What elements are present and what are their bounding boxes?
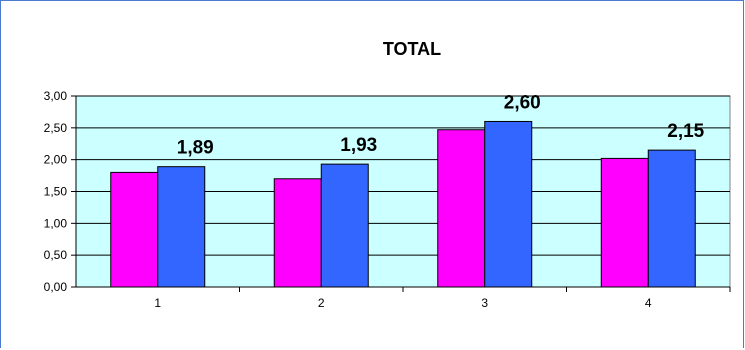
data-label: 2,60 — [504, 92, 541, 113]
data-label: 2,15 — [667, 121, 704, 142]
y-tick-label: 2,00 — [44, 153, 68, 167]
bar — [437, 129, 486, 288]
y-tick-label: 0,00 — [44, 280, 68, 294]
bar — [647, 149, 696, 288]
y-tick-label: 2,50 — [44, 121, 68, 135]
x-tick-label: 1 — [154, 296, 161, 310]
y-tick-label: 1,50 — [44, 185, 68, 199]
data-label: 1,89 — [177, 138, 214, 159]
y-tick-label: 3,00 — [44, 89, 68, 103]
x-tick-label: 3 — [481, 296, 488, 310]
bar — [273, 178, 322, 288]
chart-title: TOTAL — [383, 39, 441, 59]
x-tick-label: 2 — [318, 296, 325, 310]
bar — [110, 171, 159, 288]
y-tick-label: 0,50 — [44, 248, 68, 262]
bar — [600, 157, 649, 288]
bar — [157, 166, 206, 288]
bar — [320, 163, 369, 288]
x-tick-label: 4 — [645, 296, 652, 310]
y-tick-label: 1,00 — [44, 216, 68, 230]
data-label: 1,93 — [340, 135, 377, 156]
bar — [484, 120, 533, 288]
